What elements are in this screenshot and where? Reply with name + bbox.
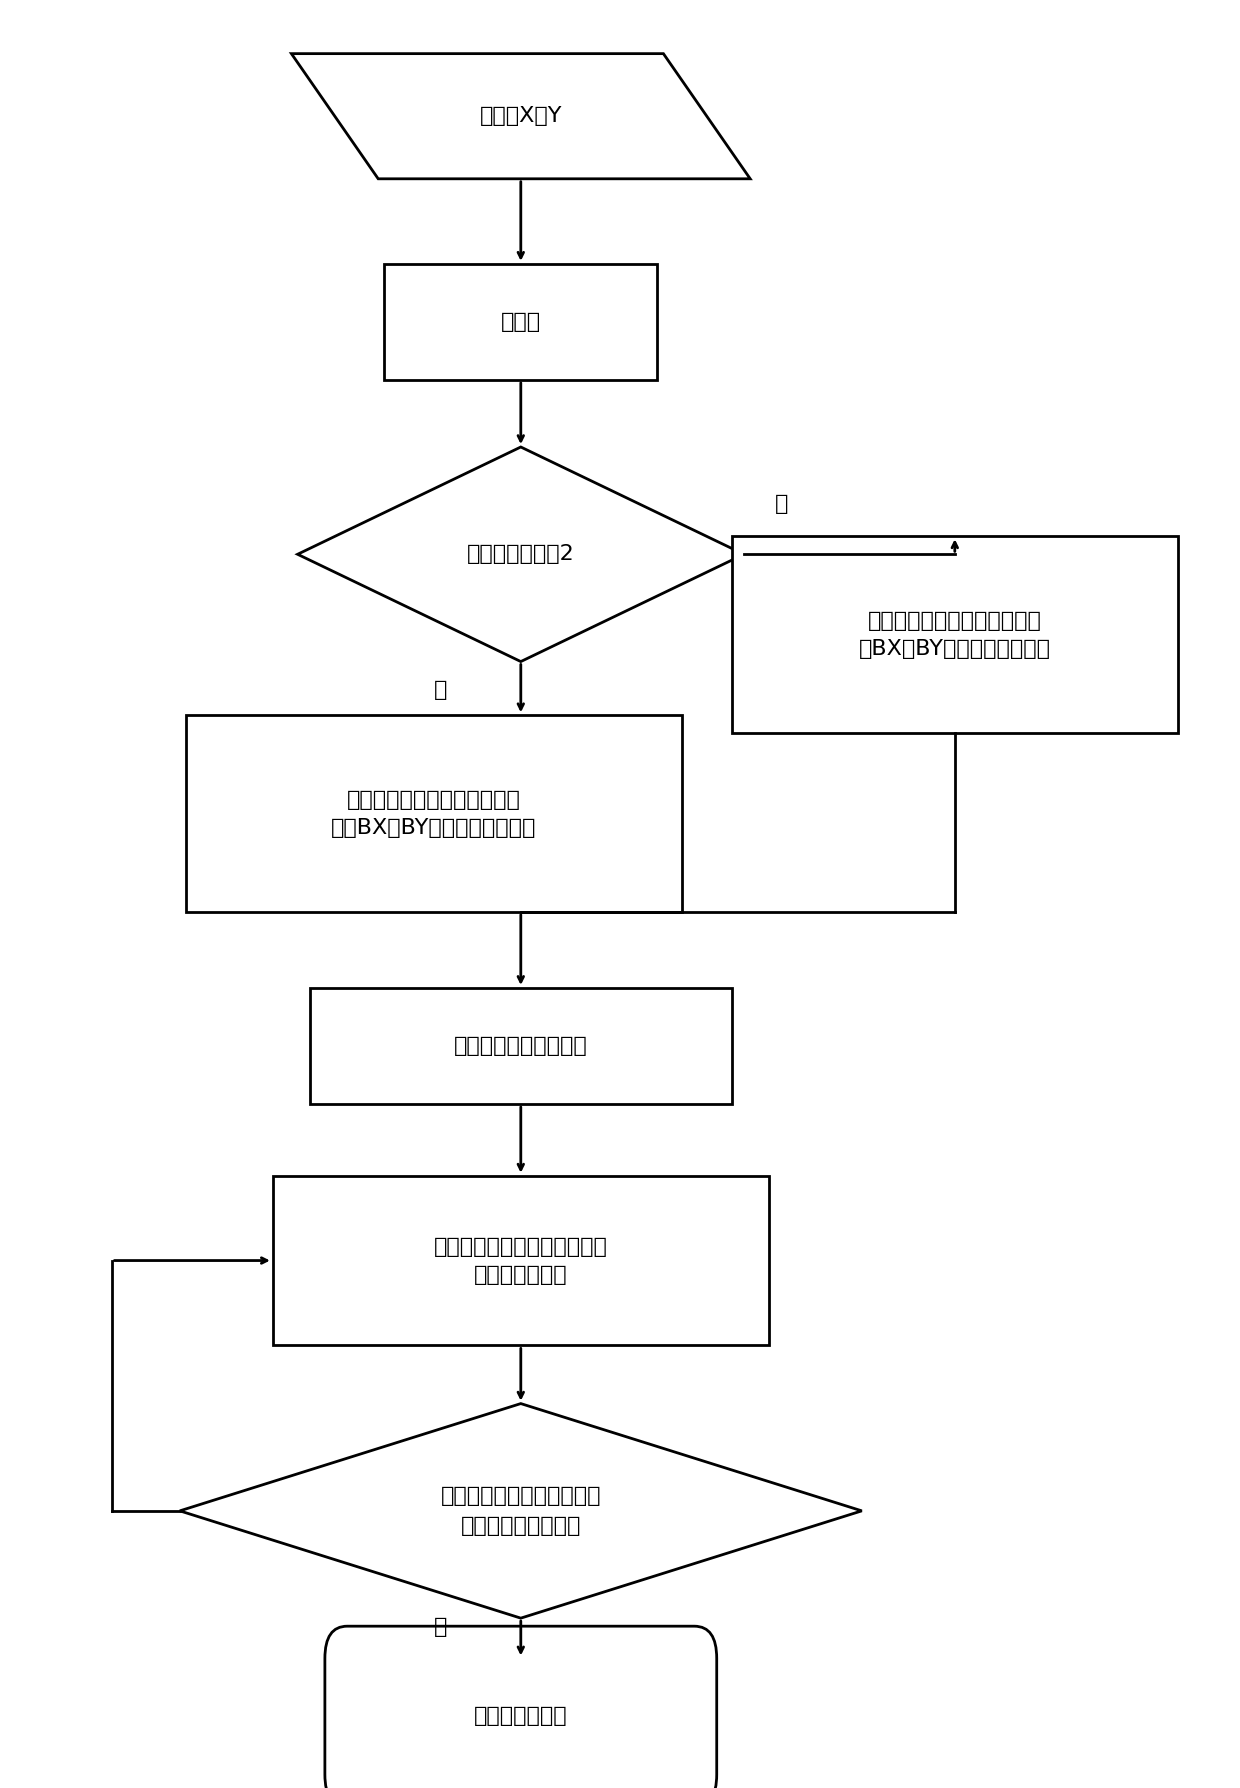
Text: 否: 否 — [775, 493, 787, 515]
Text: 是: 是 — [434, 679, 446, 701]
Bar — [732, 536, 1178, 733]
Text: 利用形状上下文描述子选择基
点集BX、BY，包含两对基点对: 利用形状上下文描述子选择基 点集BX、BY，包含两对基点对 — [331, 790, 537, 837]
Bar — [273, 1177, 769, 1346]
Text: 点云维数是否为2: 点云维数是否为2 — [467, 544, 574, 565]
Text: 相对误差是否小于阈值或是
否达到最大迭代次数: 相对误差是否小于阈值或是 否达到最大迭代次数 — [440, 1486, 601, 1536]
Text: 利用快速特征直方图选择基点
集BX、BY，包含三对基点对: 利用快速特征直方图选择基点 集BX、BY，包含三对基点对 — [859, 611, 1050, 658]
Text: 将点云转换到高维空间: 将点云转换到高维空间 — [454, 1035, 588, 1057]
Bar — [186, 715, 682, 912]
Text: 两点云X、Y: 两点云X、Y — [480, 105, 562, 127]
Bar — [310, 987, 732, 1105]
Polygon shape — [298, 447, 744, 662]
Bar — [384, 265, 657, 381]
Text: 是: 是 — [434, 1616, 446, 1638]
Text: 计算模型点云以数据点云为基
准的非刚体变换: 计算模型点云以数据点云为基 准的非刚体变换 — [434, 1237, 608, 1284]
Text: 规范化: 规范化 — [501, 311, 541, 333]
Polygon shape — [291, 54, 750, 179]
Polygon shape — [180, 1404, 862, 1618]
FancyBboxPatch shape — [325, 1627, 717, 1788]
Text: 输出非刚体变换: 输出非刚体变换 — [474, 1706, 568, 1727]
